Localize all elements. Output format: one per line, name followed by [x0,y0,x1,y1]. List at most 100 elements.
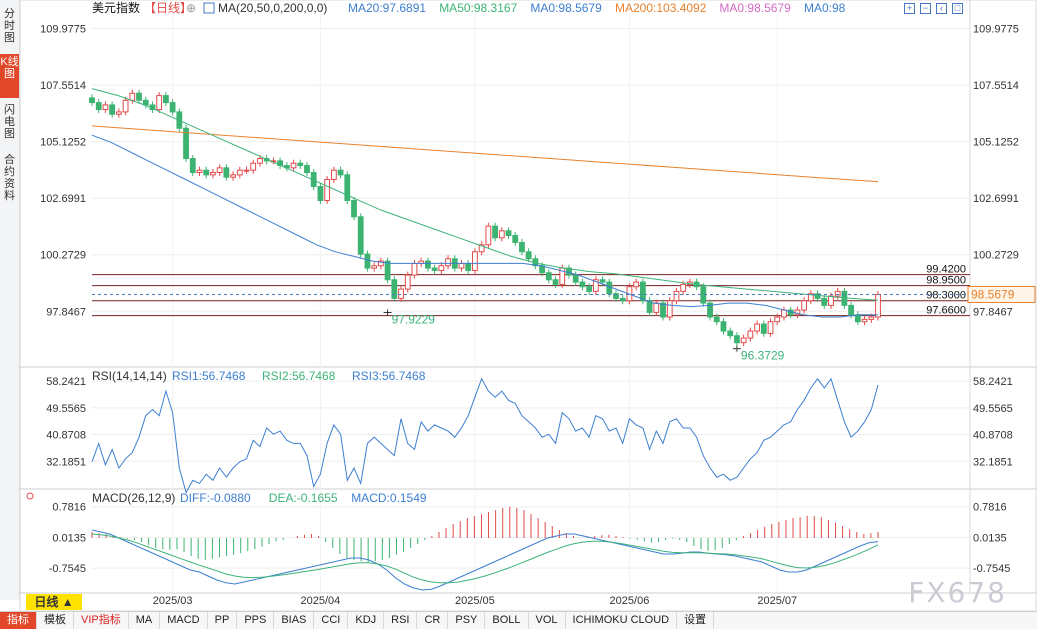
candle-body [169,102,176,113]
tab-timeshare[interactable]: 分时图 [4,8,15,44]
rsi-tick-right: 49.5565 [973,403,1013,415]
toolbar-item-16[interactable]: ICHIMOKU CLOUD [566,612,678,629]
candle-body [492,225,498,239]
ma-params-label: MA(20,50,0,200,0,0) [218,1,327,15]
ma-value-label: MA20:97.6891 [348,1,426,15]
candle-body [357,216,364,255]
toolbar-item-14[interactable]: BOLL [485,612,529,629]
price-tick-left: 100.2729 [40,250,86,262]
expand-icon[interactable]: + [904,3,915,14]
toolbar-item-6[interactable]: PP [208,612,238,629]
candle-body [767,321,774,334]
candle-body [807,293,814,302]
candle-body [875,293,881,318]
candle-body [834,290,841,297]
time-axis-label: 2025/03 [153,595,193,607]
candle-body [445,258,451,267]
candle-body [720,321,727,332]
candle-body [619,297,626,302]
rsi-value-label: RSI3:56.7468 [352,369,426,383]
candle-body [136,92,142,101]
candle-body [203,169,210,176]
candle-body [801,300,808,311]
candle-body [639,281,646,302]
candle-body [505,230,512,236]
toolbar-item-17[interactable]: 设置 [677,612,715,629]
period-selector-button[interactable]: 日线 ▲ [26,594,82,610]
ma-value-label: MA200:103.4092 [615,1,707,15]
toolbar-item-7[interactable]: PPS [237,612,275,629]
tab-kline[interactable]: K线图 [0,54,19,98]
ma-value-label: MA0:98.5679 [719,1,791,15]
toolbar-item-8[interactable]: BIAS [274,612,315,629]
ma-value-label: MA50:98.3167 [439,1,517,15]
candle-body [854,314,861,323]
candle-body [519,241,525,253]
price-tick-left: 97.8467 [46,306,86,318]
add-indicator-icon: ⊕ [186,1,196,15]
candle-body [740,337,747,344]
candle-body [317,186,324,201]
fullscreen-icon[interactable]: □ [952,3,963,14]
chart-canvas[interactable]: 109.9775 109.9775 107.5514 107.5514 105.1252… [0,0,1037,611]
toolbar-item-11[interactable]: RSI [384,612,418,629]
candle-body [210,172,216,176]
current-price-tag [967,285,1036,303]
candle-body [821,297,828,306]
candle-body [411,262,418,276]
move-left-icon[interactable]: ‹ [936,3,947,14]
time-axis-label: 2025/04 [301,595,341,607]
toolbar-item-15[interactable]: VOL [529,612,566,629]
tab-contract-info[interactable]: 合约资料 [4,154,15,202]
candle-body [498,230,505,239]
macd-dea-line [91,533,879,584]
candle-body [606,281,613,295]
price-tick-right: 109.9775 [973,24,1019,36]
price-tick-left: 102.6991 [40,193,86,205]
rsi-tick-left: 58.2421 [46,376,86,388]
macd-value-label: MACD:0.1549 [351,491,427,505]
candle-body [545,272,552,281]
candle-body [848,304,855,316]
rsi-line [91,377,879,494]
candle-body [458,262,465,269]
candle-body [754,323,760,332]
toolbar-item-4[interactable]: MA [129,612,161,629]
tab-flash-chart[interactable]: 闪电图 [4,104,15,140]
candle-body [613,293,619,299]
toolbar-item-12[interactable]: CR [417,612,449,629]
low-price-annotation: 96.3729 [741,349,785,363]
macd-tick-right: 0.7816 [973,502,1007,514]
candle-body [646,300,653,313]
candle-body [707,302,713,318]
chart-frame [19,0,1037,611]
rsi-tick-right: 40.8708 [973,430,1013,442]
candle-body [431,267,438,271]
reference-line-label: 98.9500 [926,275,966,287]
candle-body [774,316,781,323]
toolbar-item-9[interactable]: CCI [314,612,349,629]
rsi-params-label: RSI(14,14,14) [92,369,167,383]
rsi-tick-left: 49.5565 [46,403,86,415]
candle-body [781,309,787,318]
candle-body [330,169,337,181]
toolbar-item-2[interactable]: 模板 [37,612,74,629]
candle-body [633,281,640,288]
toolbar-item-3[interactable]: VIP指标 [74,612,129,629]
toolbar-item-10[interactable]: KDJ [348,612,385,629]
macd-settings-icon [26,492,34,500]
candle-body [680,283,687,292]
toolbar-item-5[interactable]: MACD [160,612,208,629]
reference-line-label: 98.3000 [926,290,966,302]
shrink-icon[interactable]: − [920,3,931,14]
candle-body [734,335,740,344]
toolbar-item-1[interactable]: 指标 [0,612,37,629]
candle-body [371,265,378,269]
candle-body [115,111,122,115]
candle-body [250,162,257,171]
candle-body [760,323,767,334]
ma-value-label: MA0:98.5679 [530,1,602,15]
candle-body [472,251,478,271]
toolbar-item-13[interactable]: PSY [448,612,486,629]
candle-body [364,253,371,269]
